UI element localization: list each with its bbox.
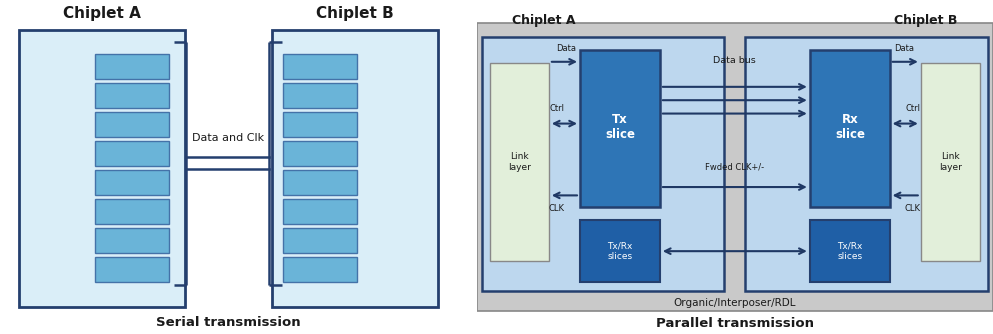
Text: Ctrl: Ctrl <box>906 104 921 113</box>
Bar <box>95 228 170 253</box>
Bar <box>283 141 357 166</box>
Bar <box>283 83 357 108</box>
FancyBboxPatch shape <box>921 63 980 261</box>
Text: Data bus: Data bus <box>713 56 757 64</box>
Text: Data and Clk: Data and Clk <box>193 133 264 143</box>
Text: Chiplet B: Chiplet B <box>894 14 957 26</box>
Text: Tx/Rx
slices: Tx/Rx slices <box>608 241 633 261</box>
Bar <box>283 199 357 224</box>
Text: Link
layer: Link layer <box>939 152 962 172</box>
FancyBboxPatch shape <box>477 23 993 311</box>
Text: Fwded CLK+/-: Fwded CLK+/- <box>705 163 765 171</box>
FancyBboxPatch shape <box>490 63 549 261</box>
Text: CLK: CLK <box>905 204 921 213</box>
FancyBboxPatch shape <box>482 37 725 291</box>
Bar <box>95 257 170 282</box>
FancyBboxPatch shape <box>272 30 438 307</box>
FancyBboxPatch shape <box>745 37 988 291</box>
Bar <box>283 170 357 195</box>
Text: Data: Data <box>894 44 915 53</box>
FancyBboxPatch shape <box>809 220 890 282</box>
Bar <box>95 83 170 108</box>
Text: Chiplet A: Chiplet A <box>63 6 141 21</box>
FancyBboxPatch shape <box>809 50 890 207</box>
Bar <box>95 141 170 166</box>
Bar <box>95 199 170 224</box>
Bar <box>283 112 357 137</box>
FancyBboxPatch shape <box>19 30 185 307</box>
Text: CLK: CLK <box>549 204 565 213</box>
Text: Chiplet B: Chiplet B <box>316 6 394 21</box>
Text: Ctrl: Ctrl <box>549 104 564 113</box>
Bar <box>95 54 170 79</box>
FancyBboxPatch shape <box>580 50 660 207</box>
FancyBboxPatch shape <box>580 220 660 282</box>
Bar <box>283 257 357 282</box>
Text: Organic/Interposer/RDL: Organic/Interposer/RDL <box>673 298 796 308</box>
Text: Tx/Rx
slices: Tx/Rx slices <box>837 241 863 261</box>
Text: Link
layer: Link layer <box>508 152 531 172</box>
Text: Rx
slice: Rx slice <box>835 113 865 141</box>
Bar <box>95 170 170 195</box>
Bar <box>95 112 170 137</box>
Bar <box>283 54 357 79</box>
Text: Chiplet A: Chiplet A <box>512 14 576 26</box>
Text: Parallel transmission: Parallel transmission <box>655 317 814 330</box>
Text: Tx
slice: Tx slice <box>605 113 636 141</box>
Bar <box>283 228 357 253</box>
Text: Data: Data <box>556 44 576 53</box>
Text: Serial transmission: Serial transmission <box>156 316 301 329</box>
